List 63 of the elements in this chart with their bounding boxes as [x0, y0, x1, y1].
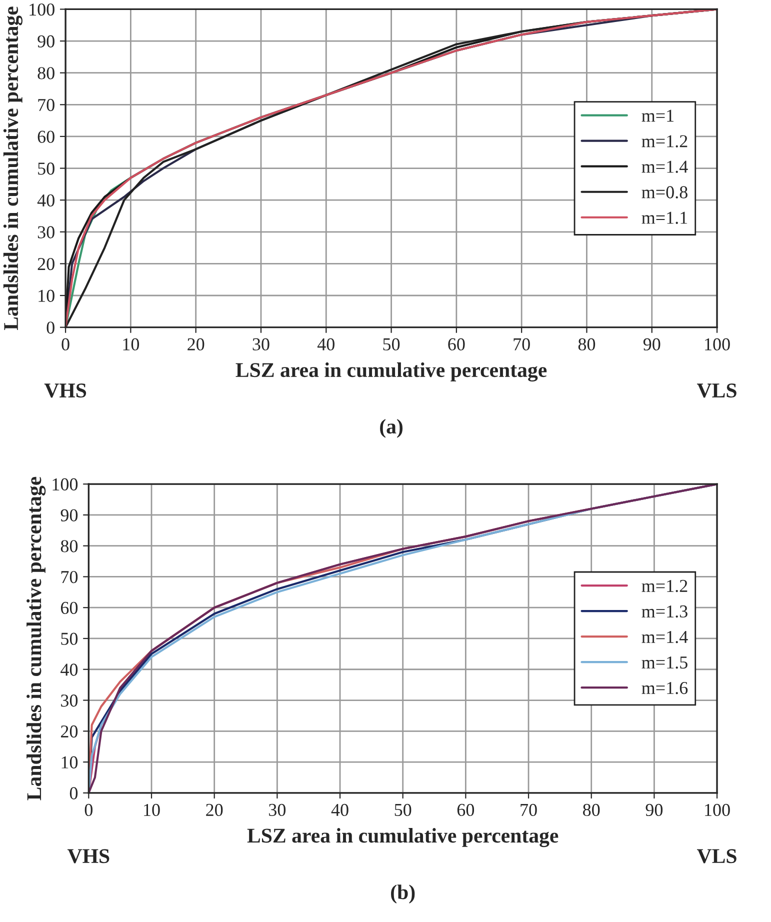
y-tick-label: 20: [60, 725, 78, 738]
y-tick-label: 10: [38, 290, 54, 302]
x-tick-label: 30: [252, 338, 270, 350]
legend-label: m=1.3: [642, 605, 688, 618]
y-tick-label: 80: [60, 540, 78, 552]
legend-label: m=1.2: [642, 135, 688, 148]
legend-label: m=1.2: [642, 580, 688, 592]
x-tick-label: 60: [448, 338, 465, 350]
x-tick-label: 50: [394, 804, 412, 816]
x-tick-label: 20: [206, 804, 223, 816]
legend-label: m=1: [642, 110, 674, 122]
y-tick-label: 80: [38, 67, 54, 80]
x-tick-label: 80: [578, 338, 596, 350]
x-tick-label: 0: [84, 804, 92, 816]
x-tick-label: 20: [188, 338, 204, 350]
x-tick-label: 30: [269, 804, 286, 816]
x-tick-label: 90: [646, 804, 663, 816]
x-tick-label: 70: [520, 804, 537, 816]
y-tick-label: 60: [38, 130, 54, 143]
legend-label: m=0.8: [642, 186, 688, 198]
text: VHS: [67, 849, 110, 864]
legend-label: m=1.4: [642, 630, 688, 644]
x-tick-label: 100: [705, 804, 730, 816]
y-tick-label: 70: [38, 98, 54, 112]
y-tick-label: 20: [38, 258, 54, 270]
x-tick-label: 10: [123, 338, 140, 350]
x-axis-title: LSZ area in cumulative percentage: [236, 362, 547, 382]
y-tick-label: 40: [60, 664, 78, 676]
y-axis-title: Landslides in cumulative percentage: [26, 476, 46, 800]
text: (b): [391, 884, 415, 904]
y-tick-label: 100: [52, 478, 78, 490]
text: VLS: [697, 849, 736, 864]
y-tick-label: 10: [62, 756, 78, 768]
text: VHS: [44, 384, 86, 398]
x-tick-label: 50: [383, 338, 400, 350]
y-tick-label: 30: [38, 226, 54, 238]
y-tick-label: 50: [38, 162, 54, 175]
y-tick-label: 0: [70, 787, 78, 800]
x-tick-label: 80: [583, 804, 600, 816]
legend-label: m=1.4: [642, 160, 688, 173]
text: (a): [380, 418, 403, 438]
y-tick-label: 30: [61, 694, 78, 707]
text: VLS: [697, 384, 736, 398]
y-tick-label: 100: [30, 3, 54, 16]
y-tick-label: 90: [60, 509, 78, 522]
x-tick-label: 10: [144, 804, 160, 816]
y-tick-label: 50: [61, 632, 78, 645]
legend-label: m=1.6: [642, 682, 688, 694]
x-tick-label: 40: [317, 338, 334, 350]
x-tick-label: 90: [643, 338, 660, 350]
y-axis-title: Landslides in cumulative percentage: [3, 6, 22, 330]
y-tick-label: 70: [61, 570, 78, 584]
y-tick-label: 90: [38, 35, 54, 48]
y-tick-label: 60: [60, 602, 78, 614]
y-tick-label: 0: [46, 322, 54, 334]
legend-label: m=1.1: [642, 212, 688, 224]
x-tick-label: 60: [457, 804, 474, 816]
x-axis-title: LSZ area in cumulative percentage: [247, 828, 558, 848]
legend-label: m=1.5: [642, 656, 688, 669]
x-tick-label: 70: [514, 338, 530, 350]
y-tick-label: 40: [37, 194, 54, 207]
x-tick-label: 40: [331, 804, 348, 816]
x-tick-label: 100: [705, 338, 730, 350]
